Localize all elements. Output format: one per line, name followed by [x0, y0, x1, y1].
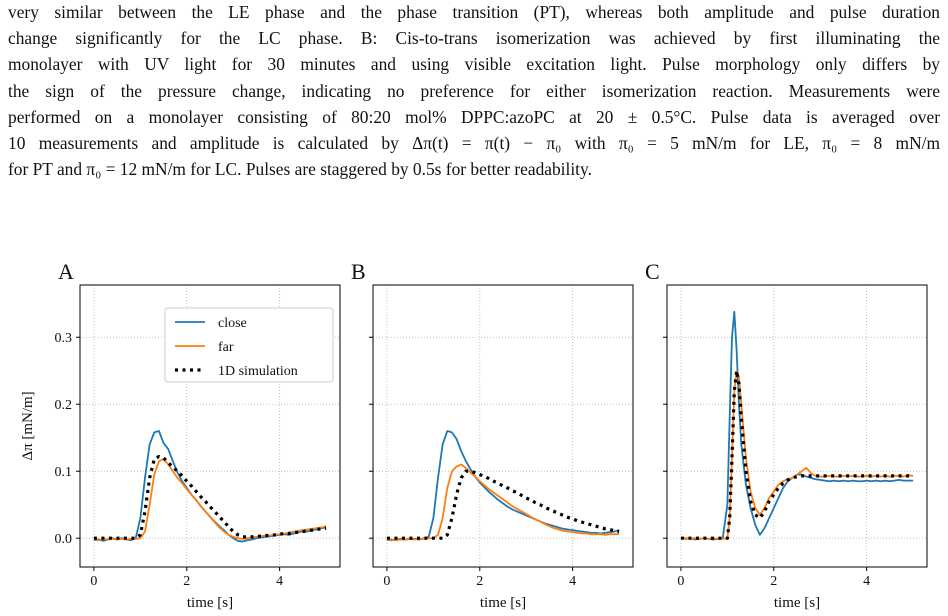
y-tick-label: 0.2 — [55, 398, 73, 413]
legend-box — [164, 307, 334, 383]
data-line — [680, 369, 914, 540]
text-line: performed on a monolayer consisting of 8… — [8, 106, 940, 127]
text-line: for PT and π₀ = 12 mN/m for LC. Pulses a… — [8, 159, 592, 180]
x-tick-label: 2 — [183, 574, 190, 589]
data-line — [386, 469, 620, 540]
text-line: change significantly for the LC phase. B… — [8, 28, 940, 49]
x-tick-label: 4 — [569, 574, 576, 589]
legend-label: 1D simulation — [218, 364, 298, 379]
legend: close far 1D simulation — [164, 307, 334, 383]
x-tick-label: 0 — [677, 574, 684, 589]
x-tick-label: 2 — [476, 574, 483, 589]
panel-label: C — [645, 259, 660, 284]
plot-background — [667, 285, 927, 567]
plot-background — [373, 285, 633, 567]
axes-frame — [666, 284, 928, 568]
x-axis-label: time [s] — [480, 595, 526, 611]
text-line: 10 measurements and amplitude is calcula… — [8, 133, 940, 153]
x-tick-label: 4 — [863, 574, 870, 589]
panel-label: A — [58, 259, 74, 284]
y-axis-label: Δπ [mN/m] — [20, 391, 36, 460]
legend-label: close — [218, 316, 247, 331]
x-axis-label: time [s] — [774, 595, 820, 611]
text-line: monolayer with UV light for 30 minutes a… — [8, 54, 940, 75]
x-tick-label: 0 — [383, 574, 390, 589]
axes-frame — [372, 284, 634, 568]
text-line: very similar between the LE phase and th… — [8, 2, 940, 22]
y-tick-label: 0.3 — [55, 331, 73, 346]
x-tick-label: 0 — [90, 574, 97, 589]
text-line: the sign of the pressure change, indicat… — [8, 80, 940, 101]
data-line — [93, 454, 327, 540]
axes-frame — [79, 284, 341, 568]
y-tick-label: 0.0 — [55, 532, 73, 547]
legend-label: far — [218, 340, 234, 355]
panel-label: B — [351, 259, 366, 284]
x-axis-label: time [s] — [187, 595, 233, 611]
x-tick-label: 4 — [276, 574, 283, 589]
y-tick-label: 0.1 — [55, 465, 73, 480]
x-tick-label: 2 — [770, 574, 777, 589]
